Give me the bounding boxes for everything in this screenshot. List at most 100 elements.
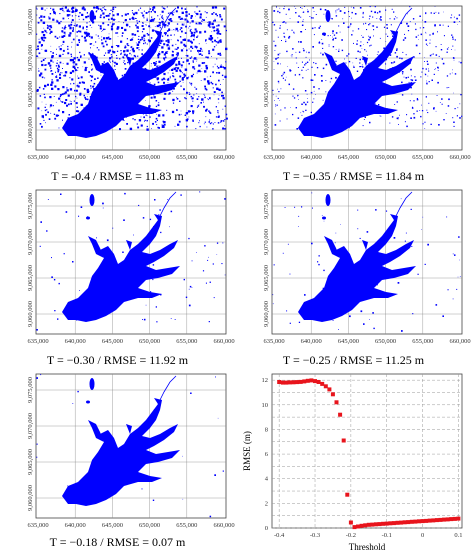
map-y-tick-label: 9,060,000 xyxy=(27,117,34,143)
reservoir-body xyxy=(62,214,180,322)
data-point xyxy=(305,378,310,383)
data-point xyxy=(370,522,375,527)
data-point xyxy=(456,516,461,521)
x-tick-label: -0.1 xyxy=(382,532,392,539)
pond xyxy=(86,32,90,36)
plot-area xyxy=(271,373,463,529)
data-point xyxy=(445,517,450,522)
map-3-caption: T = −0.30 / RMSE = 11.92 m xyxy=(46,353,189,367)
x-tick-label: 0.1 xyxy=(454,532,462,539)
data-point xyxy=(277,380,282,384)
map-1-figure: 635,000 640,000 645,000 650,000 655,000 660,0… xyxy=(27,5,235,161)
rmse-chart-svg: -0.4 -0.3 -0.2 -0.1 0 0.1 0 2 4 6 8 10 12 Threshold RM… xyxy=(242,373,463,550)
data-point xyxy=(327,387,332,392)
map-x-tick-label: 645,000 xyxy=(102,154,123,161)
data-point xyxy=(352,525,357,530)
map-y-tick-label: 9,070,000 xyxy=(263,229,270,255)
river xyxy=(157,375,177,405)
map-4-caption: T = −0.25 / RMSE = 11.25 m xyxy=(282,353,425,367)
y-tick-label: 6 xyxy=(265,451,269,458)
pond xyxy=(86,216,90,220)
x-tick-label: -0.2 xyxy=(346,532,356,539)
small-lake xyxy=(325,10,331,22)
data-point xyxy=(391,521,396,526)
reservoir-arm xyxy=(324,52,368,96)
map-x-tick-label: 635,000 xyxy=(27,338,48,345)
data-point xyxy=(431,518,436,523)
map-x-tick-label: 640,000 xyxy=(65,154,86,161)
map-y-tick-label: 9,065,000 xyxy=(263,265,270,291)
data-point xyxy=(452,516,457,521)
data-point xyxy=(363,523,368,528)
y-tick-label: 8 xyxy=(265,426,268,433)
data-point xyxy=(366,522,371,527)
map-y-tick-label: 9,075,000 xyxy=(27,9,34,35)
y-tick-label: 10 xyxy=(262,402,269,409)
map-3-figure: 635,000 640,000 645,000 650,000 655,000 660,0… xyxy=(27,189,235,345)
map-x-tick-label: 655,000 xyxy=(176,522,197,529)
pond xyxy=(86,400,90,404)
data-point xyxy=(402,520,407,525)
data-point xyxy=(330,392,335,397)
map-x-tick-label: 660,000 xyxy=(213,338,234,345)
river xyxy=(393,7,413,37)
map-x-tick-label: 635,000 xyxy=(27,154,48,161)
map-x-tick-label: 650,000 xyxy=(139,338,160,345)
data-point xyxy=(280,380,285,385)
map-x-tick-label: 640,000 xyxy=(301,154,322,161)
map-y-tick-label: 9,065,000 xyxy=(27,81,34,107)
map-y-tick-label: 9,075,000 xyxy=(27,377,34,403)
map-panel-1: 635,000 640,000 645,000 650,000 655,000 660,0… xyxy=(0,0,235,168)
map-x-tick-label: 635,000 xyxy=(263,154,284,161)
data-point xyxy=(345,492,350,497)
data-point xyxy=(442,517,447,522)
data-point xyxy=(338,412,343,417)
map-x-tick-label: 650,000 xyxy=(375,154,396,161)
data-point xyxy=(316,380,321,384)
data-point xyxy=(417,519,421,524)
data-point xyxy=(295,380,300,385)
map-x-tick-label: 650,000 xyxy=(139,522,160,529)
data-point xyxy=(313,379,317,384)
data-point xyxy=(424,518,429,523)
map-y-tick-label: 9,060,000 xyxy=(263,117,270,143)
pond xyxy=(322,32,326,36)
data-point xyxy=(413,519,418,524)
map-panel-5: 635,000 640,000 645,000 650,000 655,000 660,0… xyxy=(0,368,235,536)
data-point xyxy=(395,520,400,525)
map-y-tick-label: 9,070,000 xyxy=(263,45,270,71)
map-x-tick-label: 635,000 xyxy=(263,338,284,345)
y-tick-label: 2 xyxy=(265,500,268,507)
map-5-figure: 635,000 640,000 645,000 650,000 655,000 660,0… xyxy=(27,373,235,529)
data-point xyxy=(287,380,292,385)
y-tick-label: 12 xyxy=(262,377,269,384)
small-lake xyxy=(89,378,95,390)
reservoir-arm xyxy=(88,52,132,96)
reservoir-arm xyxy=(324,236,368,280)
map-x-tick-label: 655,000 xyxy=(176,338,197,345)
data-point xyxy=(323,384,328,389)
map-y-tick-label: 9,065,000 xyxy=(263,81,270,107)
map-y-tick-label: 9,075,000 xyxy=(263,193,270,219)
data-point xyxy=(291,380,296,385)
reservoir-body xyxy=(62,398,180,506)
map-x-tick-label: 645,000 xyxy=(338,338,359,345)
x-tick-label: -0.3 xyxy=(310,532,320,539)
map-y-tick-label: 9,065,000 xyxy=(27,449,34,475)
data-point xyxy=(420,519,425,524)
data-point xyxy=(406,520,411,525)
data-point xyxy=(399,520,404,525)
map-x-tick-label: 655,000 xyxy=(176,154,197,161)
data-point xyxy=(427,518,432,523)
data-point xyxy=(309,378,314,383)
map-x-tick-label: 635,000 xyxy=(27,522,48,529)
map-y-tick-label: 9,060,000 xyxy=(27,485,34,511)
map-y-tick-label: 9,070,000 xyxy=(27,45,34,71)
x-axis-title: Threshold xyxy=(349,542,386,550)
map-x-tick-label: 640,000 xyxy=(301,338,322,345)
map-x-tick-label: 650,000 xyxy=(139,154,160,161)
map-x-tick-label: 645,000 xyxy=(102,338,123,345)
map-y-tick-label: 9,065,000 xyxy=(27,265,34,291)
data-point xyxy=(384,521,389,526)
map-x-tick-label: 650,000 xyxy=(375,338,396,345)
